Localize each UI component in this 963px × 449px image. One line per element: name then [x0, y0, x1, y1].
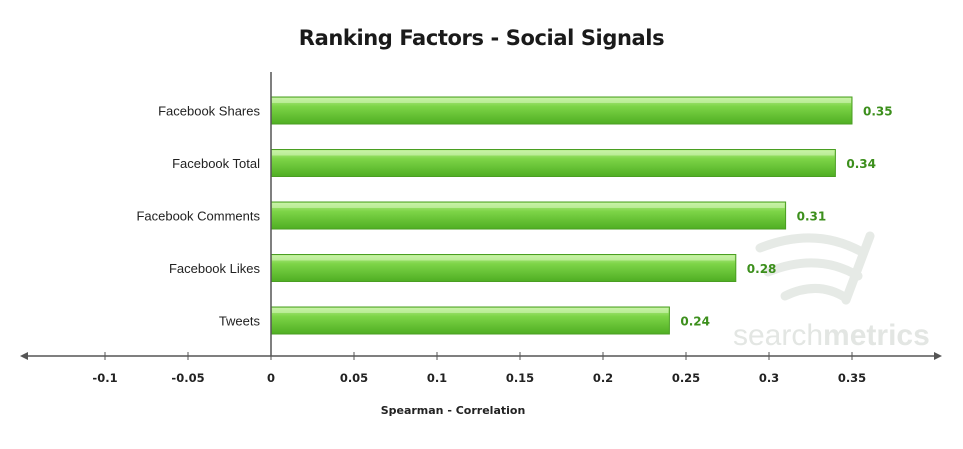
x-tick-label: -0.1 — [92, 371, 117, 385]
value-label: 0.24 — [680, 315, 710, 329]
category-label: Facebook Likes — [169, 261, 261, 276]
x-tick-label: -0.05 — [171, 371, 204, 385]
x-tick-label: 0.35 — [838, 371, 866, 385]
bar-highlight — [272, 150, 835, 156]
value-label: 0.31 — [797, 210, 827, 224]
category-label: Facebook Comments — [136, 209, 260, 224]
value-label: 0.28 — [747, 262, 777, 276]
x-tick-label: 0.25 — [672, 371, 700, 385]
bar-highlight — [272, 98, 851, 103]
chart-title: Ranking Factors - Social Signals — [298, 26, 665, 50]
bar-highlight — [272, 203, 785, 208]
bars-layer — [270, 96, 853, 335]
x-tick-label: 0.3 — [759, 371, 779, 385]
searchmetrics-watermark: searchmetrics — [733, 231, 930, 352]
x-ticks-layer: -0.1 -0.05 0 0.05 0.1 0.15 0.2 0.25 0.3 0.35 — [92, 352, 866, 385]
searchmetrics-logo-icon — [755, 231, 875, 305]
x-axis-left-arrow — [20, 352, 28, 360]
value-label: 0.34 — [846, 157, 876, 171]
bar-highlight — [272, 308, 669, 313]
x-tick-label: 0 — [267, 371, 275, 385]
category-label: Facebook Shares — [158, 104, 260, 119]
category-label: Facebook Total — [172, 156, 260, 171]
watermark-brand-bold: metrics — [823, 319, 930, 352]
x-axis-title: Spearman - Correlation — [381, 404, 526, 417]
labels-layer: Facebook Shares 0.35 Facebook Total 0.34 Fac… — [136, 104, 892, 329]
x-tick-label: 0.05 — [340, 371, 368, 385]
x-tick-label: 0.15 — [506, 371, 534, 385]
category-label: Tweets — [219, 314, 261, 329]
x-tick-label: 0.2 — [593, 371, 613, 385]
x-axis-right-arrow — [934, 352, 942, 360]
x-tick-label: 0.1 — [427, 371, 447, 385]
watermark-text: searchmetrics — [733, 319, 930, 352]
bar-highlight — [272, 255, 735, 261]
x-axis — [20, 352, 942, 360]
value-label: 0.35 — [863, 105, 893, 119]
watermark-brand-regular: search — [733, 319, 823, 352]
